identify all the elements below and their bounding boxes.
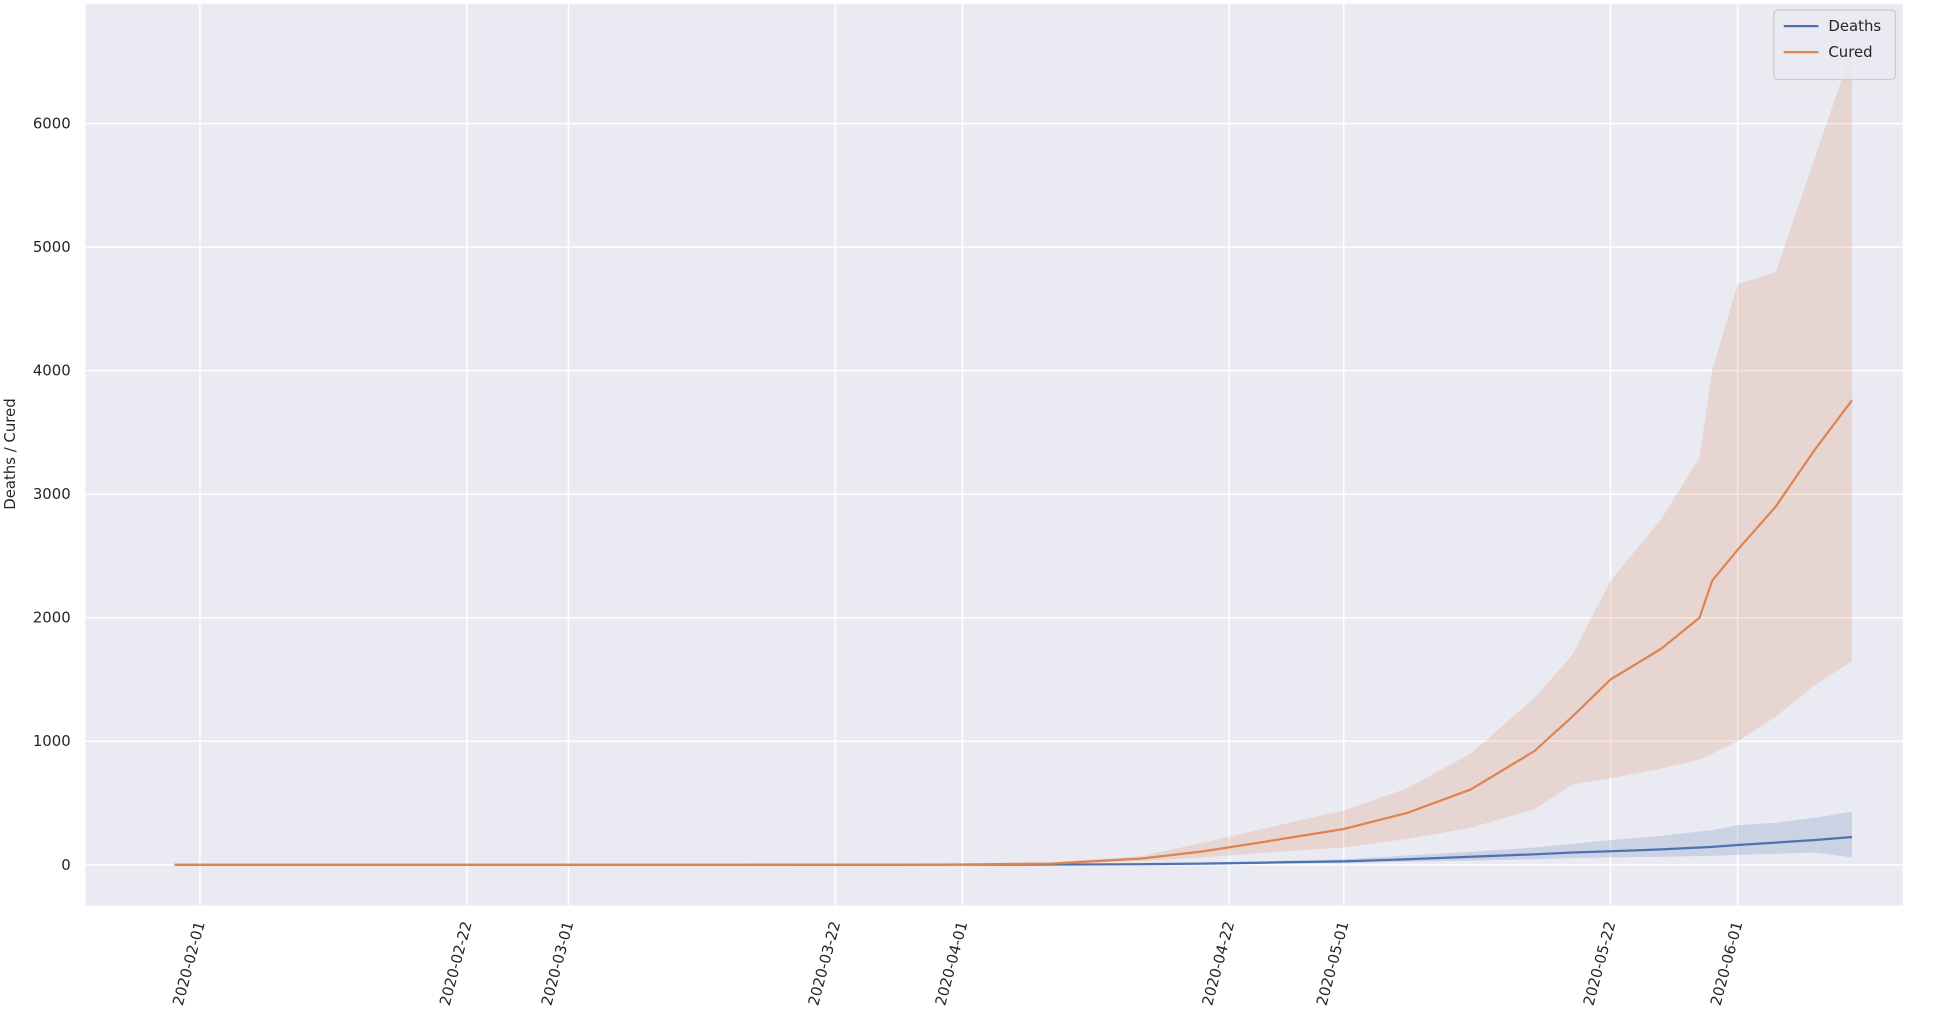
lines	[174, 399, 1853, 866]
y-tick-label: 1000	[33, 732, 71, 750]
y-tick-label: 2000	[33, 609, 71, 627]
x-tick-label: 2020-02-01	[169, 919, 209, 1007]
y-tick-label: 5000	[33, 238, 71, 256]
y-tick-label: 4000	[33, 362, 71, 380]
y-tick-label: 3000	[33, 485, 71, 503]
legend: Deaths Cured	[1773, 9, 1897, 81]
y-tick-label: 6000	[33, 115, 71, 133]
x-tick-label: 2020-05-22	[1580, 919, 1620, 1007]
line	[174, 399, 1853, 866]
x-tick-label: 2020-06-01	[1707, 919, 1747, 1007]
x-tick-label: 2020-05-01	[1313, 919, 1353, 1007]
y-axis-label: Deaths / Cured	[1, 398, 19, 509]
x-tick-label: 2020-03-22	[804, 919, 844, 1007]
legend-box	[1773, 9, 1897, 81]
y-tick-label: 0	[61, 856, 70, 874]
x-tick-label: 2020-04-22	[1198, 919, 1238, 1007]
x-tick-label: 2020-02-22	[436, 919, 476, 1007]
legend-label: Deaths	[1828, 17, 1881, 35]
x-tick-label: 2020-04-01	[932, 919, 972, 1007]
plot-background	[85, 3, 1903, 906]
grid	[85, 3, 1903, 906]
legend-label: Cured	[1828, 43, 1872, 61]
x-tick-label: 2020-03-01	[538, 919, 578, 1007]
